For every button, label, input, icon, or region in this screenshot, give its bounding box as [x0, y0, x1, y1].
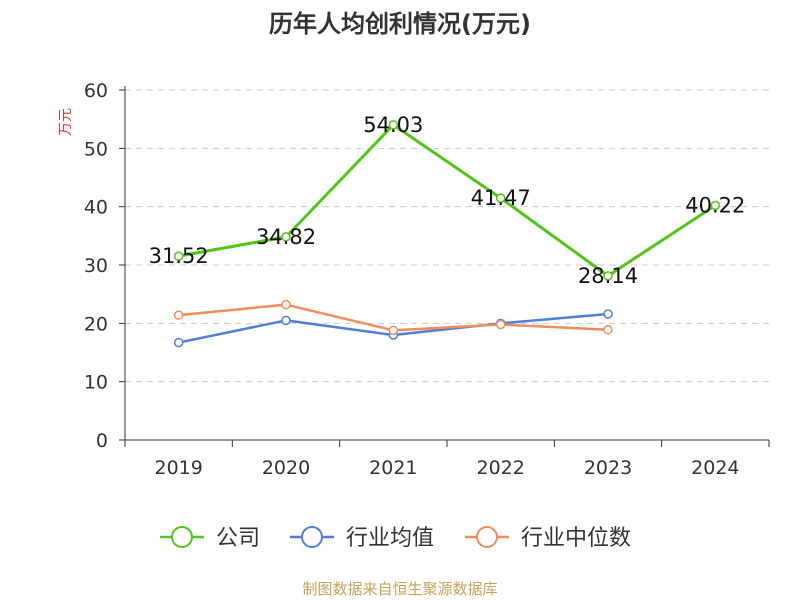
data-point [173, 310, 184, 320]
y-tick-label: 50 [84, 138, 108, 160]
x-tick-label: 2022 [476, 457, 524, 479]
data-label: 34.82 [256, 225, 316, 249]
data-point [281, 315, 291, 326]
chart-title: 历年人均创利情况(万元) [269, 10, 531, 38]
data-point [495, 193, 506, 203]
data-point [603, 325, 613, 335]
x-tick-label: 2021 [369, 457, 417, 479]
legend-label: 公司 [216, 526, 260, 551]
y-axis-label: 万元 [58, 108, 74, 136]
data-point [603, 271, 613, 281]
legend-marker [301, 526, 323, 548]
data-label: 54.03 [363, 113, 423, 137]
source-note: 制图数据来自恒生聚源数据库 [302, 580, 498, 598]
data-label: 41.47 [471, 186, 531, 210]
x-tick-label: 2024 [691, 457, 739, 479]
x-tick-label: 2019 [154, 457, 202, 479]
data-point [603, 309, 613, 319]
data-point [388, 325, 399, 336]
data-point [173, 251, 184, 261]
y-tick-label: 10 [84, 372, 108, 394]
y-tick-label: 60 [84, 80, 108, 102]
y-tick-label: 40 [84, 197, 108, 219]
legend-marker [171, 526, 193, 548]
legend-label: 行业均值 [346, 526, 434, 551]
y-tick-label: 20 [84, 313, 108, 335]
legend-label: 行业中位数 [521, 526, 631, 551]
data-point [710, 200, 721, 211]
data-label: 28.14 [578, 264, 638, 288]
data-point [388, 120, 399, 130]
y-tick-label: 30 [84, 255, 108, 277]
data-point [495, 319, 506, 330]
x-tick-label: 2020 [262, 457, 310, 479]
data-point [281, 232, 291, 242]
y-tick-label: 0 [96, 430, 108, 452]
series-line-company [178, 123, 717, 278]
data-label: 40.22 [685, 193, 745, 217]
legend-marker [476, 526, 498, 548]
data-label: 31.52 [149, 244, 209, 268]
data-point [173, 337, 184, 348]
data-point [281, 299, 291, 310]
x-tick-label: 2023 [584, 457, 632, 479]
